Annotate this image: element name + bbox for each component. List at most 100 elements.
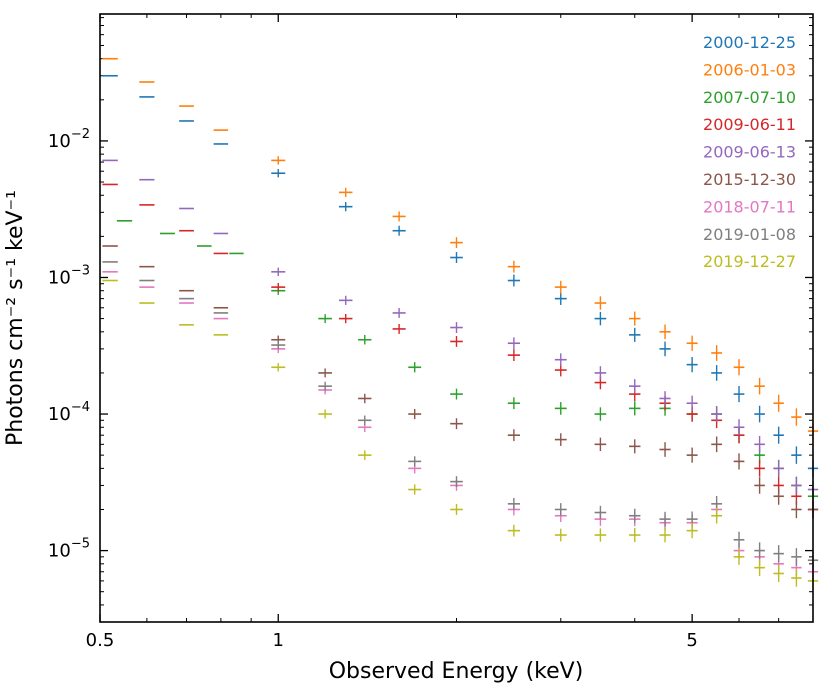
data-point <box>711 436 723 453</box>
x-tick-label: 0.5 <box>86 630 115 651</box>
legend: 2000-12-25 2006-01-03 2007-07-10 2009-06-11… <box>703 33 796 271</box>
data-point <box>711 345 723 361</box>
data-point <box>773 564 784 582</box>
data-point <box>686 523 698 539</box>
data-point <box>711 406 723 422</box>
data-point <box>659 324 671 340</box>
data-point <box>594 437 607 452</box>
data-point <box>733 531 745 548</box>
data-point <box>271 340 286 350</box>
data-point <box>629 508 641 523</box>
y-tick-label: 10−2 <box>48 127 90 152</box>
data-point <box>594 296 607 310</box>
data-point <box>554 402 567 415</box>
series-2009-06-13 <box>102 159 819 499</box>
data-point <box>507 274 520 287</box>
data-point <box>392 225 406 236</box>
y-axis-label: Photons cm⁻² s⁻¹ keV⁻¹ <box>3 190 28 446</box>
data-point <box>450 504 463 515</box>
y-tick-label: 10−3 <box>48 263 90 288</box>
data-point <box>711 507 723 524</box>
data-point <box>408 362 422 373</box>
data-point <box>338 313 353 324</box>
data-point <box>629 401 641 416</box>
data-point <box>392 211 406 222</box>
data-point <box>271 169 286 178</box>
data-point <box>629 528 641 543</box>
series-2000-12-25 <box>102 74 819 478</box>
data-point <box>773 459 784 477</box>
data-point <box>408 408 422 420</box>
data-point <box>791 408 802 426</box>
data-point <box>791 500 802 519</box>
plot-series <box>102 57 819 590</box>
data-point <box>450 388 463 400</box>
y-tick-label: 10−5 <box>48 537 90 562</box>
data-point <box>338 187 353 197</box>
data-point <box>392 323 406 334</box>
data-point <box>554 280 567 294</box>
data-point <box>450 252 463 263</box>
data-point <box>711 365 723 381</box>
data-point <box>773 426 784 444</box>
data-point <box>338 295 353 305</box>
data-point <box>791 548 802 566</box>
data-point <box>507 349 520 362</box>
data-point <box>773 545 784 563</box>
data-point <box>791 569 802 587</box>
data-point <box>450 336 463 347</box>
data-point <box>507 337 520 350</box>
data-point <box>358 335 372 345</box>
data-point <box>594 311 607 326</box>
data-point <box>659 511 671 527</box>
data-point <box>733 359 745 376</box>
series-2015-12-30 <box>102 245 819 519</box>
data-point <box>507 497 520 510</box>
y-tick-label: 10−4 <box>48 400 90 425</box>
x-axis-label: Observed Energy (keV) <box>329 659 584 684</box>
data-point <box>358 415 372 426</box>
data-point <box>629 311 641 326</box>
data-point <box>358 450 372 460</box>
data-point <box>733 548 745 565</box>
data-point <box>408 484 422 495</box>
data-point <box>754 542 765 559</box>
data-point <box>507 397 520 410</box>
data-point <box>271 363 286 372</box>
series-2019-12-27 <box>102 279 819 590</box>
data-point <box>507 429 520 442</box>
data-point <box>554 528 567 542</box>
data-point <box>733 419 745 436</box>
legend-entry: 2015-12-30 <box>703 170 796 189</box>
data-point <box>338 202 353 212</box>
data-point <box>594 528 607 542</box>
y-axis-ticks: 10−5 10−4 10−3 10−2 <box>48 17 813 623</box>
data-point <box>271 282 286 292</box>
data-point <box>507 260 520 273</box>
series-2018-07-11 <box>102 271 819 581</box>
data-point <box>318 314 332 324</box>
data-point <box>754 460 765 477</box>
data-point <box>554 292 567 305</box>
data-point <box>773 487 784 505</box>
data-point <box>733 385 745 403</box>
data-point <box>754 377 765 395</box>
data-point <box>754 559 765 576</box>
data-point <box>659 527 671 543</box>
data-point <box>659 341 671 357</box>
data-point <box>629 379 641 394</box>
data-point <box>659 391 671 406</box>
data-point <box>271 267 286 276</box>
series-2006-01-03 <box>102 57 819 440</box>
data-point <box>554 433 567 446</box>
data-point <box>594 407 607 421</box>
data-point <box>791 446 802 464</box>
data-point <box>271 156 286 165</box>
data-point <box>754 477 765 494</box>
legend-entry: 2019-01-08 <box>703 225 796 244</box>
data-point <box>754 436 765 453</box>
data-point <box>791 476 802 495</box>
x-axis-ticks: 0.5 1 5 <box>86 14 814 651</box>
series-2019-01-08 <box>102 261 819 570</box>
